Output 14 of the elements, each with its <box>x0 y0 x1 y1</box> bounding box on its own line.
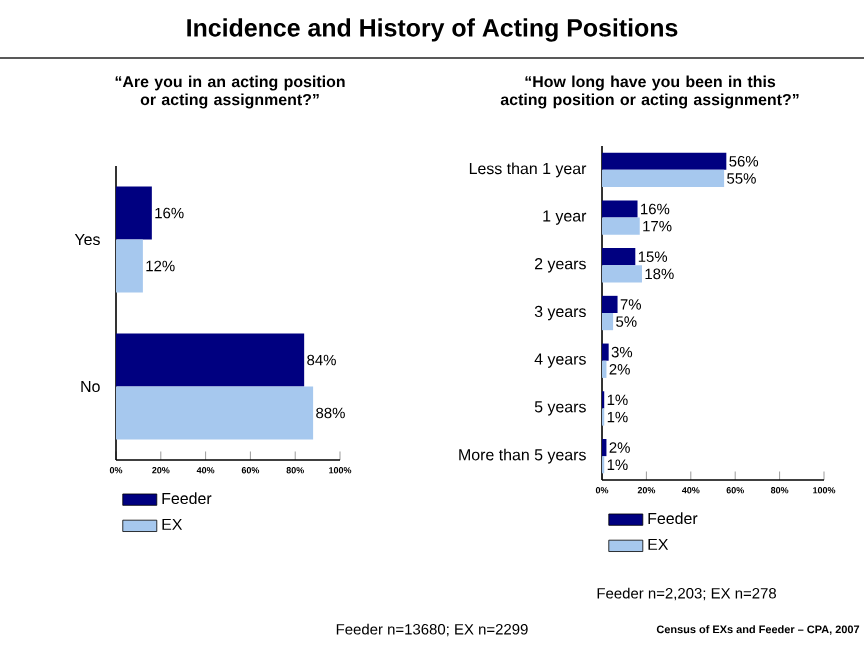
bar <box>116 386 314 440</box>
bar <box>116 333 305 387</box>
bar <box>602 343 609 361</box>
bar <box>116 186 152 240</box>
text: Incidence and History of Acting Positions <box>187 18 678 42</box>
bar <box>602 217 640 235</box>
bar <box>602 169 725 188</box>
bar <box>602 265 642 283</box>
bar <box>602 313 614 331</box>
bar <box>602 295 618 314</box>
bar <box>602 248 636 266</box>
bar <box>602 152 727 170</box>
bar <box>116 239 143 293</box>
bar <box>602 200 638 218</box>
